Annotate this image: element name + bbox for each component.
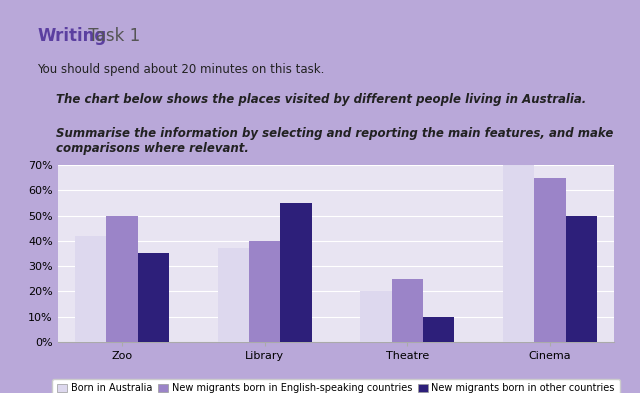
Bar xyxy=(423,317,454,342)
Text: Writing: Writing xyxy=(37,27,107,45)
Bar xyxy=(138,253,169,342)
Text: Summarise the information by selecting and reporting the main features, and make: Summarise the information by selecting a… xyxy=(56,127,613,155)
Bar xyxy=(360,291,392,342)
Bar xyxy=(75,236,106,342)
Text: You should spend about 20 minutes on this task.: You should spend about 20 minutes on thi… xyxy=(37,62,324,75)
Bar xyxy=(218,248,249,342)
Text: Task 1: Task 1 xyxy=(83,27,141,45)
Bar xyxy=(280,203,312,342)
Bar xyxy=(106,216,138,342)
Bar xyxy=(534,178,566,342)
Bar xyxy=(392,279,423,342)
Legend: Born in Australia, New migrants born in English-speaking countries, New migrants: Born in Australia, New migrants born in … xyxy=(52,378,620,393)
Bar xyxy=(249,241,280,342)
Bar xyxy=(503,165,534,342)
Text: The chart below shows the places visited by different people living in Australia: The chart below shows the places visited… xyxy=(56,93,586,106)
Bar xyxy=(566,216,597,342)
